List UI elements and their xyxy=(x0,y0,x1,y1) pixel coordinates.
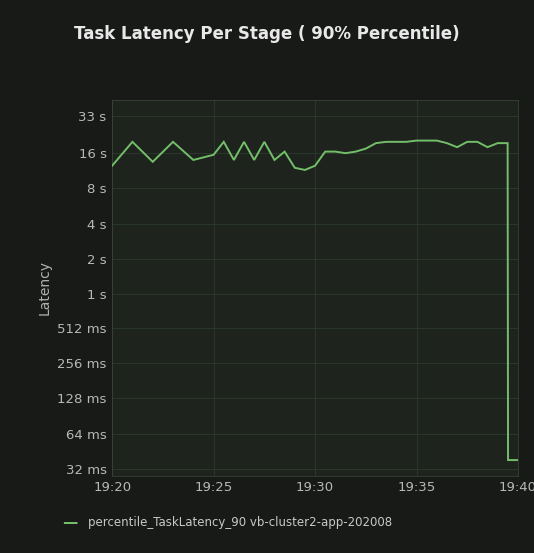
Text: percentile_TaskLatency_90 vb-cluster2-app-202008: percentile_TaskLatency_90 vb-cluster2-ap… xyxy=(88,516,392,529)
Y-axis label: Latency: Latency xyxy=(37,260,51,315)
Text: Task Latency Per Stage ( 90% Percentile): Task Latency Per Stage ( 90% Percentile) xyxy=(74,25,460,43)
Text: —: — xyxy=(62,515,77,530)
